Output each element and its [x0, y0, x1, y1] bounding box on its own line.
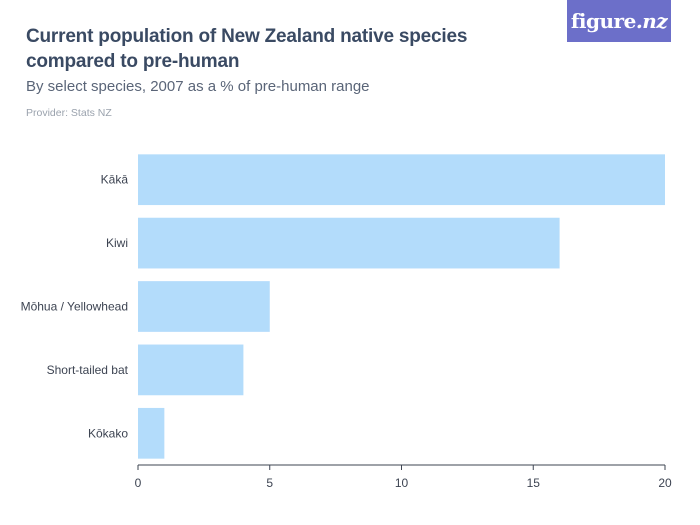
bar-4 — [138, 407, 165, 459]
x-tick-label-0: 0 — [135, 476, 142, 490]
category-label-1: Kiwi — [106, 236, 128, 250]
figure-nz-logo[interactable]: figure .nz — [567, 0, 671, 42]
provider-credit: Provider: Stats NZ — [26, 107, 112, 119]
bar-1 — [138, 217, 560, 269]
category-label-2: Mōhua / Yellowhead — [21, 300, 128, 314]
bar-3 — [138, 344, 244, 396]
bar-2 — [138, 281, 270, 332]
x-tick-label-1: 5 — [266, 476, 273, 490]
category-label-4: Kōkako — [88, 426, 128, 440]
chart-subtitle: By select species, 2007 as a % of pre-hu… — [26, 78, 370, 95]
x-tick-label-3: 15 — [527, 476, 541, 490]
bar-0 — [138, 154, 665, 206]
x-tick-label-4: 20 — [658, 476, 672, 490]
x-tick-label-2: 10 — [395, 476, 409, 490]
chart-title: Current population of New Zealand native… — [26, 26, 468, 72]
logo-text-suffix: .nz — [635, 9, 668, 33]
logo-text-main: figure — [570, 9, 637, 33]
category-label-0: Kākā — [101, 173, 129, 187]
category-label-3: Short-tailed bat — [47, 363, 129, 377]
